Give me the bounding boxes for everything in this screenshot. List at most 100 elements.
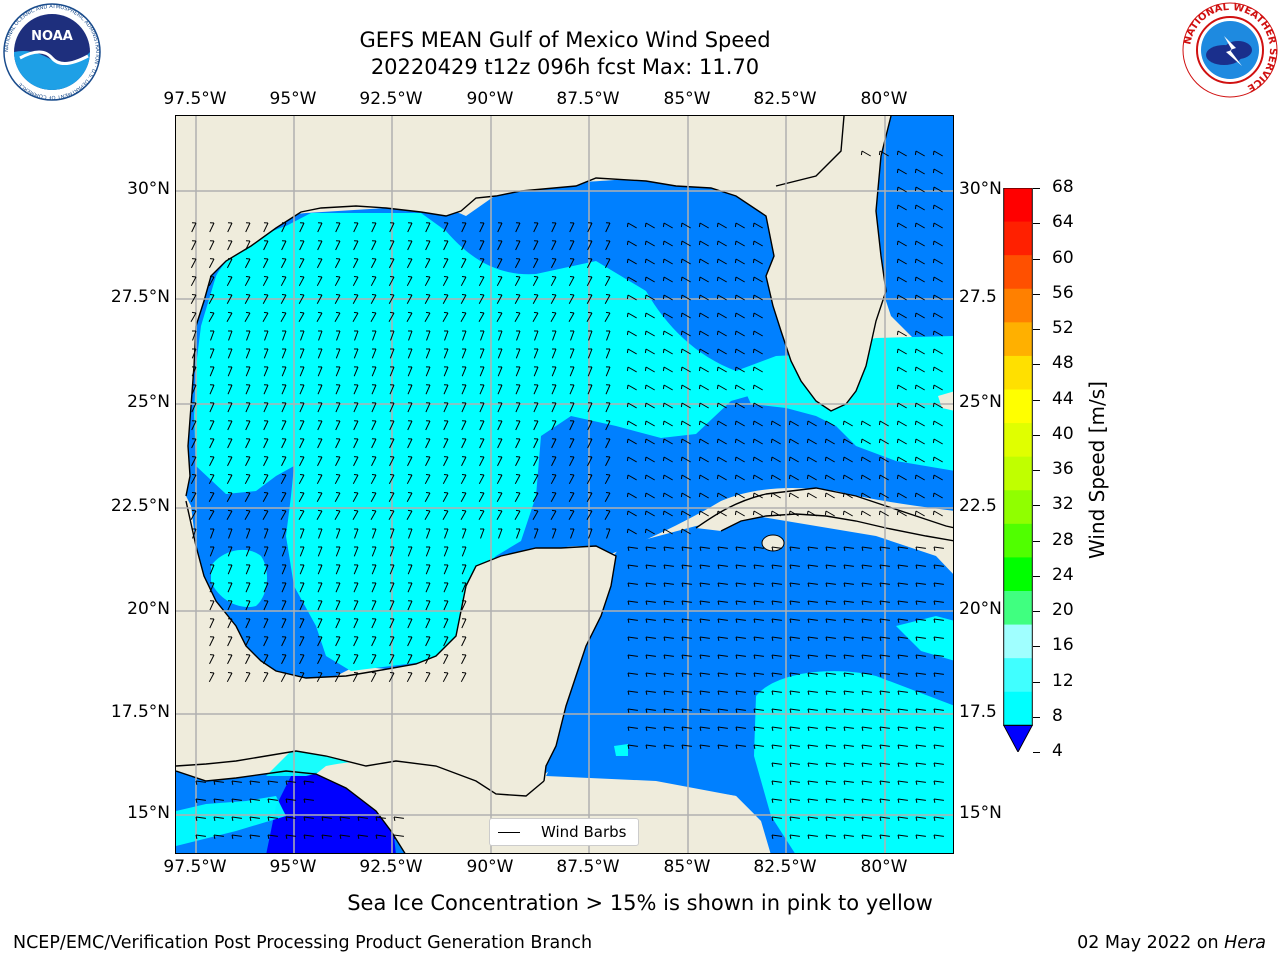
wind-barb xyxy=(735,708,746,711)
wind-barb-flag xyxy=(195,780,198,786)
wind-barb-flag xyxy=(932,510,935,516)
wind-barb-flag xyxy=(807,708,810,714)
wind-barb-flag xyxy=(843,546,846,552)
wind-barb xyxy=(281,636,287,647)
wind-barb xyxy=(627,636,638,639)
wind-barb xyxy=(897,798,908,801)
wind-barb xyxy=(280,258,287,269)
wind-barb xyxy=(933,600,944,603)
wind-barb xyxy=(681,528,691,535)
wind-barb-flag xyxy=(699,618,702,624)
wind-barb-flag xyxy=(267,816,270,822)
wind-barb xyxy=(245,546,251,557)
wind-barb-flag xyxy=(680,312,683,318)
wind-barb xyxy=(645,618,656,621)
wind-barb xyxy=(735,348,745,355)
wind-barb xyxy=(246,528,251,539)
wind-barb xyxy=(352,510,359,520)
wind-barb xyxy=(462,330,467,341)
wind-barb xyxy=(771,816,782,819)
wind-barb xyxy=(299,456,305,467)
wind-barb-flag xyxy=(681,636,684,642)
wind-barb xyxy=(479,420,485,431)
wind-barb xyxy=(443,240,449,251)
wind-barb xyxy=(442,294,449,305)
wind-barb xyxy=(753,456,763,463)
wind-barb-flag xyxy=(249,816,252,822)
wind-barb-flag xyxy=(626,420,629,426)
wind-barb xyxy=(407,546,413,557)
wind-barb xyxy=(753,312,763,319)
wind-barb-flag xyxy=(716,240,719,246)
wind-barb-flag xyxy=(716,510,719,516)
wind-barb-flag xyxy=(896,438,899,444)
wind-barb-flag xyxy=(662,474,665,480)
lon-label-bottom: 85°W xyxy=(663,857,711,877)
wind-barb xyxy=(497,240,503,251)
wind-barb-flag xyxy=(644,420,647,426)
wind-barb xyxy=(843,672,854,675)
wind-barb-flag xyxy=(896,420,899,426)
wind-barb-flag xyxy=(407,294,413,296)
footer-right: 02 May 2022 on Hera xyxy=(1077,933,1266,953)
wind-barb-flag xyxy=(533,276,539,278)
wind-barb xyxy=(807,708,818,711)
wind-barb-flag xyxy=(644,348,647,354)
wind-barb xyxy=(753,654,764,657)
wind-barb xyxy=(533,348,539,359)
wind-barb xyxy=(533,240,539,251)
wind-barb-flag xyxy=(914,348,917,354)
wind-barb xyxy=(226,258,233,269)
wind-barb xyxy=(645,582,656,585)
wind-barb xyxy=(879,474,889,481)
wind-barb-flag xyxy=(698,222,701,228)
wind-barb xyxy=(717,546,728,549)
wind-barb-flag xyxy=(896,312,899,318)
wind-barb-flag xyxy=(843,726,846,732)
wind-barb-flag xyxy=(551,294,557,296)
wind-barb xyxy=(627,258,637,265)
wind-barb xyxy=(496,258,503,269)
wind-barb xyxy=(843,510,853,517)
wind-barb xyxy=(443,348,449,359)
wind-barb xyxy=(825,690,836,693)
wind-barb xyxy=(300,528,305,539)
wind-barb xyxy=(514,258,521,269)
wind-barb xyxy=(753,258,763,265)
colorbar-band xyxy=(1003,490,1033,525)
wind-barb xyxy=(226,294,233,305)
wind-barb xyxy=(569,456,575,467)
wind-barb xyxy=(627,654,638,657)
wind-barb xyxy=(699,384,709,391)
wind-barb xyxy=(262,474,269,485)
wind-barb-flag xyxy=(497,294,503,296)
wind-barb-flag xyxy=(753,546,756,552)
wind-barb-flag xyxy=(627,672,630,678)
wind-barb-flag xyxy=(209,276,215,278)
wind-barb-flag xyxy=(443,276,449,278)
wind-barb-flag xyxy=(339,816,342,822)
wind-barb-flag xyxy=(933,564,936,570)
wind-barb-flag xyxy=(896,456,899,462)
wind-barb xyxy=(285,816,296,819)
wind-barb xyxy=(771,726,782,729)
wind-barb-flag xyxy=(662,528,665,534)
wind-barb xyxy=(281,618,287,629)
wind-barb-flag xyxy=(461,474,467,476)
wind-barb xyxy=(699,330,709,337)
wind-barb xyxy=(285,780,296,783)
wind-barb-flag xyxy=(716,420,719,426)
wind-barb-flag xyxy=(825,762,828,768)
wind-barb-flag xyxy=(339,834,342,840)
wind-barb-flag xyxy=(879,762,882,768)
wind-barb xyxy=(317,402,323,413)
wind-barb xyxy=(807,834,818,837)
wind-barb-flag xyxy=(897,744,900,750)
wind-barb-flag xyxy=(680,330,683,336)
wind-barb-flag xyxy=(699,582,702,588)
wind-barb-flag xyxy=(443,672,449,674)
wind-barb xyxy=(627,402,637,409)
wind-barb-flag xyxy=(915,726,918,732)
wind-barb-flag xyxy=(788,474,791,480)
wind-barb-flag xyxy=(698,240,701,246)
